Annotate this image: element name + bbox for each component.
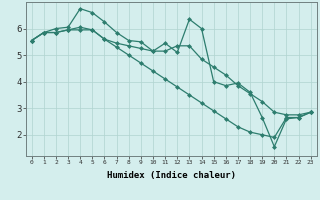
- X-axis label: Humidex (Indice chaleur): Humidex (Indice chaleur): [107, 171, 236, 180]
